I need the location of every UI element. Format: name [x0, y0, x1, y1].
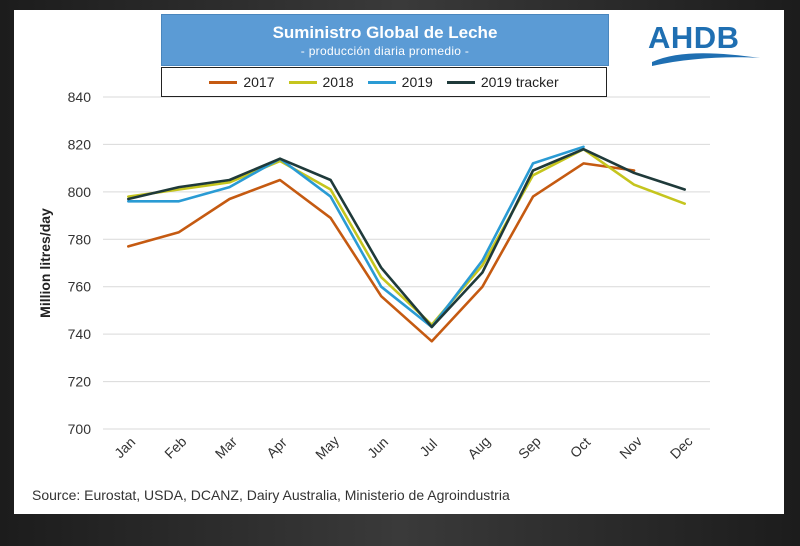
y-tick-label: 780 — [68, 231, 92, 247]
logo-text: AHDB — [648, 20, 740, 55]
x-tick-label: Sep — [515, 433, 544, 462]
legend-swatch — [446, 80, 475, 84]
y-tick-label: 800 — [68, 184, 92, 200]
chart-title: Suministro Global de Leche — [272, 23, 498, 42]
legend-item: 2017 — [209, 74, 275, 90]
chart-title-box: Suministro Global de Leche - producción … — [161, 14, 609, 66]
y-tick-label: 700 — [68, 421, 92, 437]
x-tick-label: May — [312, 432, 342, 462]
legend-label: 2019 tracker — [480, 74, 559, 90]
series-line-2019 — [127, 145, 585, 329]
chart-legend: 2017 2018 2019 2019 tracker — [161, 67, 607, 97]
x-tick-label: Mar — [212, 433, 241, 462]
x-tick-label: Feb — [161, 433, 190, 462]
source-note: Source: Eurostat, USDA, DCANZ, Dairy Aus… — [32, 487, 510, 503]
x-tick-label: Aug — [464, 433, 493, 462]
legend-label: 2018 — [322, 74, 354, 90]
y-tick-label: 760 — [68, 279, 92, 295]
x-tick-label: Jun — [364, 434, 391, 461]
chart-subtitle: - producción diaria promedio - — [300, 44, 470, 58]
y-tick-label: 740 — [68, 326, 92, 342]
legend-item: 2019 tracker — [446, 74, 559, 90]
legend-label: 2019 — [401, 74, 433, 90]
series-line-2017 — [127, 162, 636, 343]
y-axis-label: Million litres/day — [37, 208, 53, 318]
legend-swatch — [209, 80, 238, 84]
y-tick-label: 840 — [68, 89, 92, 105]
y-tick-label: 720 — [68, 374, 92, 390]
legend-label: 2017 — [243, 74, 275, 90]
ahdb-logo: AHDB — [648, 22, 766, 68]
x-tick-label: Jan — [111, 434, 138, 461]
y-tick-label: 820 — [68, 136, 92, 152]
series-line-2018 — [127, 147, 686, 326]
x-tick-label: Dec — [667, 433, 696, 462]
logo-swoosh-icon — [652, 53, 760, 66]
legend-item: 2019 — [367, 74, 433, 90]
legend-swatch — [367, 80, 396, 84]
x-tick-label: Apr — [263, 434, 290, 461]
legend-item: 2018 — [288, 74, 354, 90]
x-tick-label: Oct — [567, 434, 594, 461]
series-line-2019-tracker — [127, 147, 686, 329]
legend-swatch — [288, 80, 317, 84]
x-tick-label: Jul — [416, 435, 440, 459]
x-tick-label: Nov — [616, 433, 645, 462]
